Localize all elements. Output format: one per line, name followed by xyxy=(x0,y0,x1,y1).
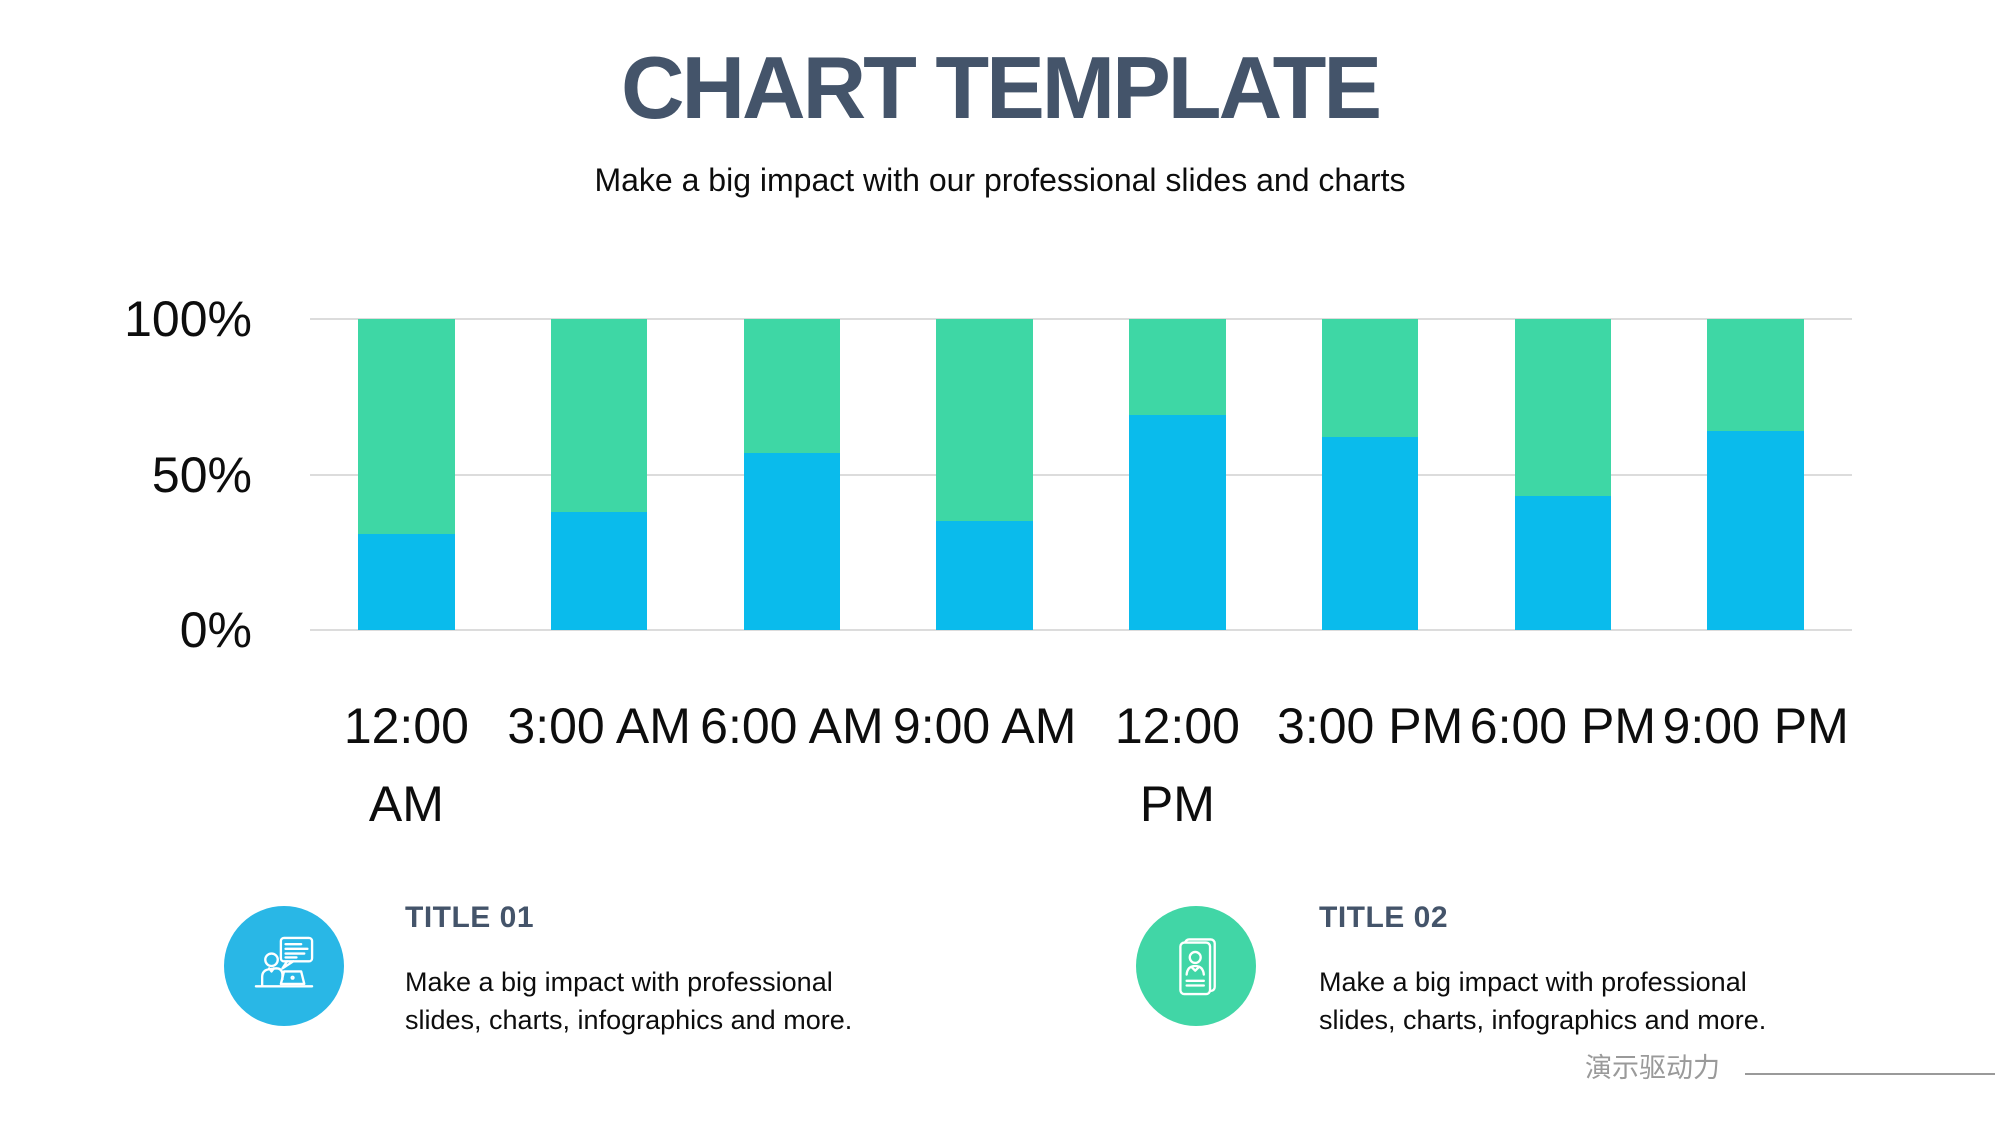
bar-segment-top xyxy=(1514,319,1612,497)
gridline-0 xyxy=(310,629,1852,631)
y-axis: 100% 50% 0% xyxy=(0,291,252,658)
gridline-50 xyxy=(310,473,1852,476)
stacked-bar xyxy=(1321,319,1419,630)
bar-segment-top xyxy=(550,319,648,512)
bar-segment-top xyxy=(1129,319,1226,416)
bar-segment-bottom xyxy=(1321,437,1419,630)
bar-segment-top xyxy=(743,319,841,453)
bar-group-3 xyxy=(696,319,889,630)
resume-booklet-icon xyxy=(1179,938,1216,996)
x-axis-label: 3:00 PM xyxy=(1277,698,1464,754)
section2-body: Make a big impact with professional slid… xyxy=(1319,967,1767,1035)
bar-segment-bottom xyxy=(1514,496,1612,630)
y-axis-label: 0% xyxy=(179,602,252,658)
x-axis-label: 9:00 PM xyxy=(1662,698,1849,754)
section2: TITLE 02 Make a big impact with professi… xyxy=(1319,901,1799,1039)
bar-segment-top xyxy=(358,319,455,534)
bar-segment-top xyxy=(1321,319,1419,438)
stacked-bar xyxy=(1129,319,1226,630)
x-axis-label: 6:00 PM xyxy=(1469,698,1656,754)
bar-segment-bottom xyxy=(743,452,841,630)
x-axis: 12:00 AM 3:00 AM 6:00 AM 9:00 AM 12:00 PM 3:0… xyxy=(310,688,1852,843)
x-axis-label: 9:00 AM xyxy=(892,698,1077,754)
gridline-100 xyxy=(310,318,1852,320)
stacked-bar xyxy=(743,319,841,630)
bar-segment-bottom xyxy=(936,521,1033,630)
stacked-bar xyxy=(550,319,648,630)
section1-icon-circle xyxy=(224,906,344,1026)
bar-group-1 xyxy=(310,319,503,630)
stacked-bar xyxy=(358,319,455,630)
bar-group-4 xyxy=(888,319,1081,630)
section1-body: Make a big impact with professional slid… xyxy=(405,967,853,1035)
page-title: CHART TEMPLATE xyxy=(620,38,1382,137)
watermark-line xyxy=(1745,1073,1995,1075)
section2-title: TITLE 02 xyxy=(1319,901,1449,934)
x-axis-label: 12:00 AM xyxy=(343,698,469,832)
bar-group-7 xyxy=(1467,319,1660,630)
chart-plot-area xyxy=(310,318,1852,631)
stacked-bar xyxy=(936,319,1033,630)
section1: TITLE 01 Make a big impact with professi… xyxy=(405,901,885,1039)
bar-segment-top xyxy=(1707,319,1804,431)
x-axis-label: 6:00 AM xyxy=(700,698,884,754)
stacked-bar xyxy=(1707,319,1804,630)
section2-icon-circle xyxy=(1136,906,1256,1026)
bar-group-5 xyxy=(1081,319,1274,630)
page-subtitle: Make a big impact with our professional … xyxy=(594,162,1406,198)
section1-title: TITLE 01 xyxy=(405,901,535,934)
bar-segment-bottom xyxy=(358,533,455,630)
bar-segment-bottom xyxy=(550,511,648,630)
stacked-bar xyxy=(1514,319,1612,630)
y-axis-label: 100% xyxy=(124,291,252,347)
x-axis-label: 3:00 AM xyxy=(507,698,691,754)
bar-group-2 xyxy=(503,319,696,630)
person-presenting-laptop-icon xyxy=(254,936,314,988)
y-axis-label: 50% xyxy=(151,446,252,503)
bar-group-8 xyxy=(1659,319,1852,630)
bar-segment-top xyxy=(936,319,1033,522)
watermark-text: 演示驱动力 xyxy=(1585,1053,1720,1083)
x-axis-label: 12:00 PM xyxy=(1114,698,1240,832)
bar-segment-bottom xyxy=(1707,430,1804,630)
bar-group-6 xyxy=(1274,319,1467,630)
bar-segment-bottom xyxy=(1129,415,1226,630)
stacked-bar-chart xyxy=(310,319,1852,630)
